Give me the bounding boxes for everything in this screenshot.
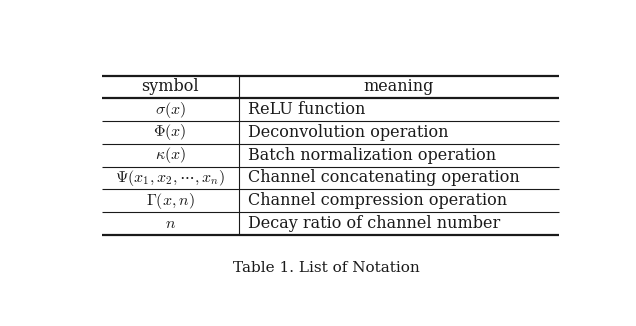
- Text: Table 1. List of Notation: Table 1. List of Notation: [233, 260, 419, 274]
- Text: Channel compression operation: Channel compression operation: [247, 192, 507, 209]
- Text: $\Phi(x)$: $\Phi(x)$: [153, 123, 187, 142]
- Text: Deconvolution operation: Deconvolution operation: [247, 124, 448, 141]
- Text: symbol: symbol: [141, 79, 199, 96]
- Text: ReLU function: ReLU function: [247, 101, 365, 118]
- Text: $\Psi(x_1,x_2,\cdots,x_n)$: $\Psi(x_1,x_2,\cdots,x_n)$: [115, 168, 225, 188]
- Text: $\kappa(x)$: $\kappa(x)$: [155, 145, 186, 165]
- Text: Channel concatenating operation: Channel concatenating operation: [247, 170, 520, 186]
- Text: $\Gamma(x,n)$: $\Gamma(x,n)$: [146, 191, 195, 211]
- Text: Decay ratio of channel number: Decay ratio of channel number: [247, 215, 500, 232]
- Text: $n$: $n$: [165, 215, 176, 232]
- Text: $\sigma(x)$: $\sigma(x)$: [155, 100, 186, 120]
- Text: Batch normalization operation: Batch normalization operation: [247, 147, 495, 164]
- Text: meaning: meaning: [364, 79, 434, 96]
